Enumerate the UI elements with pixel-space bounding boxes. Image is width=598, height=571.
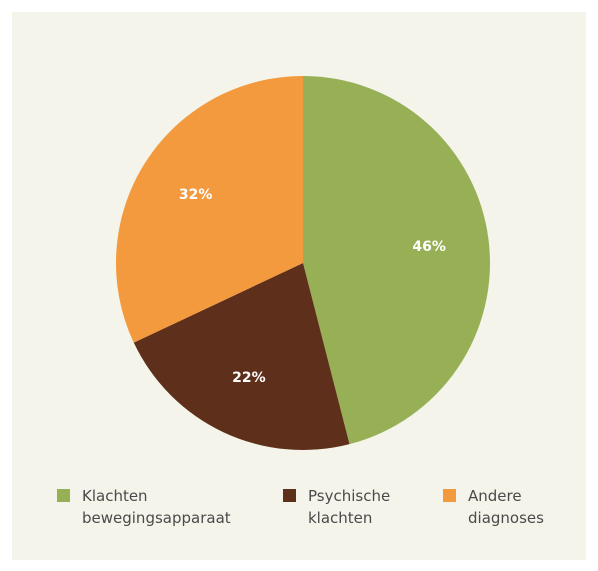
pie-slice [133, 263, 350, 450]
legend-label: Psychische klachten [308, 487, 391, 527]
pie-slice [303, 76, 490, 445]
legend-item: Klachten bewegingsapparaat [57, 485, 242, 529]
legend-swatch [443, 489, 456, 502]
legend-item: Andere diagnoses [443, 485, 558, 529]
value-label: 32% [179, 187, 213, 203]
legend-label: Andere diagnoses [468, 487, 544, 527]
pie-slice [115, 76, 303, 343]
legend-item: Psychische klachten [283, 485, 408, 529]
chart-panel: 46% 22% 32% Klachten bewegingsapparaat Psy… [12, 12, 586, 560]
legend-swatch [57, 489, 70, 502]
value-label: 22% [232, 370, 266, 386]
chart: 46% 22% 32% [115, 76, 490, 450]
legend-label: Klachten bewegingsapparaat [82, 487, 231, 527]
value-label: 46% [412, 239, 446, 255]
legend-swatch [283, 489, 296, 502]
